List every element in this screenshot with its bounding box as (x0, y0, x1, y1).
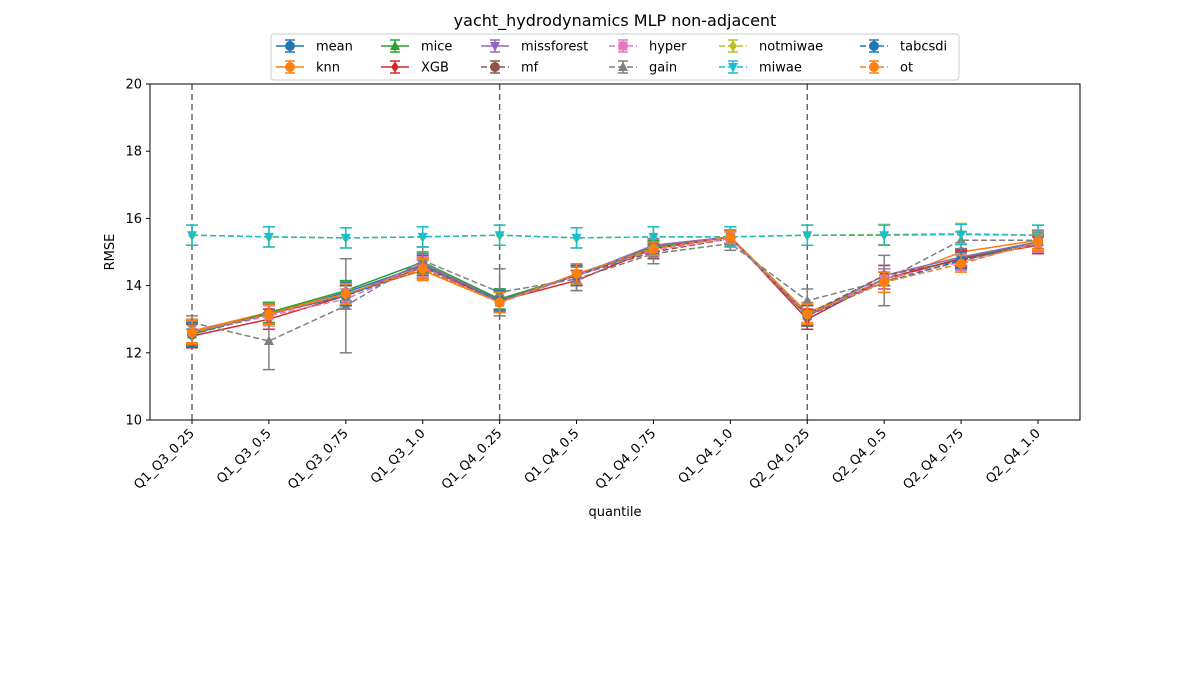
legend-marker (285, 62, 295, 72)
data-point (187, 231, 197, 241)
data-point (956, 258, 967, 269)
data-point (340, 233, 351, 244)
y-tick-label: 14 (125, 279, 142, 294)
legend-marker (618, 41, 628, 51)
legend-label: knn (316, 61, 340, 76)
legend-item-gain: gain (609, 60, 677, 76)
data-point (802, 309, 813, 320)
legend-item-mice: mice (381, 39, 452, 55)
legend-marker (729, 40, 737, 52)
legend-label: ot (900, 61, 913, 76)
legend-marker (391, 61, 399, 73)
legend-item-xgb: XGB (381, 60, 449, 76)
legend-marker (728, 63, 738, 73)
data-point (417, 232, 428, 243)
legend-item-knn: knn (276, 60, 340, 76)
data-point (879, 277, 890, 288)
legend-item-missforest: missforest (481, 39, 588, 55)
data-point (725, 231, 736, 242)
data-point (494, 231, 505, 241)
y-axis-label: RMSE (103, 234, 118, 271)
data-point (648, 243, 659, 254)
legend-item-notmiwae: notmiwae (719, 39, 823, 55)
legend-marker (285, 41, 295, 51)
data-point (340, 289, 351, 299)
data-point (648, 232, 659, 243)
plot-frame (149, 83, 1081, 421)
data-point (494, 297, 505, 308)
legend-marker (490, 62, 500, 72)
y-tick-label: 16 (125, 212, 142, 227)
series-line (191, 239, 1038, 342)
legend-label: hyper (649, 40, 687, 55)
data-point (802, 231, 813, 241)
y-tick-label: 20 (125, 78, 142, 93)
legend-item-mf: mf (481, 60, 539, 76)
legend-label: miwae (759, 61, 802, 76)
data-point (263, 232, 274, 243)
legend-label: mean (316, 40, 353, 55)
legend-item-miwae: miwae (719, 60, 802, 76)
series-line (191, 236, 1039, 337)
legend-box (270, 33, 960, 81)
series-line (191, 237, 1039, 334)
y-tick-label: 10 (125, 414, 142, 429)
legend-label: notmiwae (759, 40, 823, 55)
x-axis-label: quantile (588, 505, 641, 520)
legend-label: XGB (421, 61, 449, 76)
chart-title: yacht_hydrodynamics MLP non-adjacent (454, 11, 777, 31)
legend-item-tabcsdi: tabcsdi (860, 39, 947, 55)
legend-marker (390, 40, 400, 50)
y-tick-label: 12 (125, 346, 142, 361)
data-point (879, 231, 890, 241)
legend-label: missforest (521, 40, 588, 55)
legend-label: gain (649, 61, 677, 76)
legend: mean knn mice XGB missforest mf hyper gain notmi… (270, 33, 960, 81)
data-point (417, 263, 428, 274)
data-point (187, 327, 197, 338)
series-ot (186, 229, 1044, 346)
legend-item-hyper: hyper (609, 39, 687, 55)
series-line (191, 236, 1039, 334)
legend-label: mice (421, 40, 452, 55)
series-line (191, 236, 1039, 336)
data-point (571, 233, 582, 244)
data-point (956, 230, 967, 241)
legend-marker (869, 41, 879, 51)
y-tick-label: 18 (125, 145, 142, 160)
data-point (263, 309, 274, 320)
legend-marker (869, 62, 879, 72)
legend-item-mean: mean (276, 39, 353, 55)
data-point (571, 268, 582, 279)
legend-item-ot: ot (860, 60, 913, 76)
data-point (263, 335, 274, 346)
legend-marker (490, 42, 500, 52)
legend-label: tabcsdi (900, 40, 947, 55)
data-point (802, 295, 813, 305)
plot-area (186, 84, 1044, 420)
series-line (191, 233, 1039, 239)
legend-marker (618, 61, 628, 71)
legend-label: mf (521, 61, 539, 76)
data-point (1033, 236, 1043, 247)
